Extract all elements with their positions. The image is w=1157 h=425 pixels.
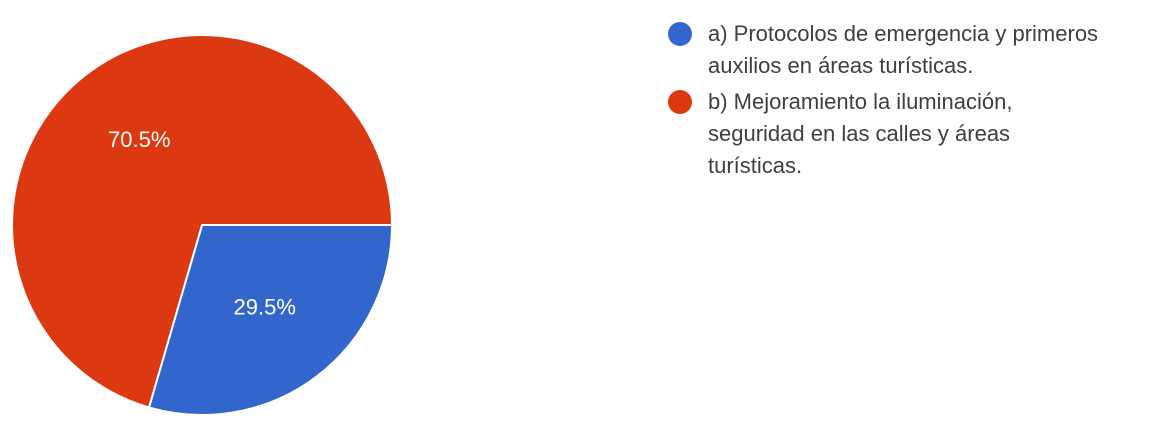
pie-slice	[11, 34, 393, 409]
legend-item: a) Protocolos de emergencia y primeros a…	[668, 18, 1153, 82]
pie-slice	[147, 224, 393, 416]
pie-slice-label: 29.5%	[234, 294, 296, 319]
legend-item: b) Mejoramiento la iluminación, segurida…	[668, 86, 1068, 182]
legend-label: a) Protocolos de emergencia y primeros a…	[708, 21, 1099, 78]
pie-slice-labels: 29.5% 70.5%	[108, 127, 296, 319]
legend: a) Protocolos de emergencia y primeros a…	[668, 18, 1157, 186]
pie-slices	[11, 34, 393, 416]
pie-slice-label: 70.5%	[108, 127, 170, 152]
legend-swatch-icon	[668, 22, 692, 46]
legend-label: b) Mejoramiento la iluminación, segurida…	[708, 89, 1013, 178]
legend-swatch-icon	[668, 90, 692, 114]
